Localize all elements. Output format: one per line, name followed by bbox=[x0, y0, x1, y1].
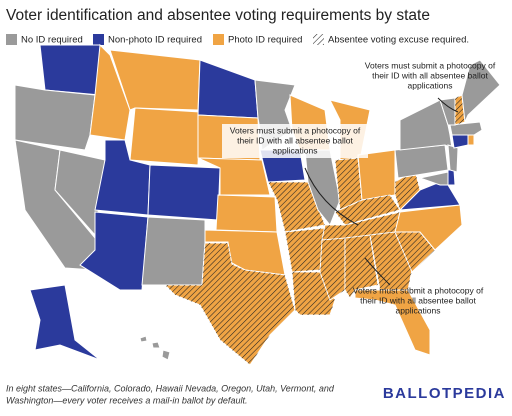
annotation-text: applications bbox=[396, 305, 441, 315]
annotation-arrows bbox=[304, 97, 459, 286]
footnote: In eight states—California, Colorado, Ha… bbox=[6, 383, 335, 405]
state bbox=[14, 84, 96, 151]
absentee-hatch bbox=[395, 170, 420, 210]
absentee-hatch bbox=[285, 228, 325, 272]
us-map bbox=[14, 43, 501, 366]
annotation-background bbox=[222, 124, 368, 158]
state bbox=[354, 289, 431, 356]
state bbox=[447, 144, 459, 173]
state bbox=[109, 49, 201, 111]
logo: BALLOTPEDIA bbox=[383, 385, 506, 402]
absentee-hatch bbox=[165, 243, 295, 365]
annotation-text: Voters must submit a photocopy of bbox=[353, 285, 484, 295]
absentee-hatch bbox=[395, 232, 435, 272]
absentee-hatch bbox=[268, 182, 325, 232]
legend-label: Absentee voting excuse required. bbox=[328, 35, 469, 46]
footnote-text: In eight states—California, Colorado, Ha… bbox=[6, 383, 335, 393]
annotation-text: applications bbox=[408, 80, 453, 90]
state bbox=[197, 157, 271, 196]
absentee-hatch bbox=[320, 238, 345, 300]
annotation-text: their ID with all absentee ballot bbox=[360, 295, 476, 305]
legend-label: No ID required bbox=[21, 35, 83, 46]
legend-label: Photo ID required bbox=[228, 35, 302, 46]
state bbox=[29, 284, 101, 361]
state bbox=[141, 216, 206, 286]
state bbox=[447, 169, 456, 186]
state bbox=[467, 134, 475, 146]
state bbox=[147, 164, 221, 221]
annotation-text: applications bbox=[273, 145, 318, 155]
state bbox=[139, 335, 148, 343]
legend-swatch bbox=[313, 34, 324, 45]
legend: No ID required Non-photo ID required Photo… bbox=[6, 34, 469, 46]
state bbox=[449, 121, 483, 136]
title: Voter identification and absentee voting… bbox=[6, 7, 430, 24]
footnote-text: Washington—every voter receives a mail-i… bbox=[6, 395, 247, 405]
absentee-hatch bbox=[335, 158, 362, 210]
legend-swatch bbox=[93, 34, 104, 45]
state bbox=[129, 107, 201, 166]
state bbox=[151, 341, 161, 349]
state bbox=[39, 44, 101, 96]
annotation-text: their ID with all absentee ballot bbox=[372, 70, 488, 80]
annotation-text: Voters must submit a photocopy of bbox=[230, 125, 361, 135]
annotation-text: their ID with all absentee ballot bbox=[237, 135, 353, 145]
state bbox=[161, 349, 171, 361]
legend-swatch bbox=[6, 34, 17, 45]
annotation-text: Voters must submit a photocopy of bbox=[365, 60, 496, 70]
legend-label: Non-photo ID required bbox=[108, 35, 202, 46]
state bbox=[461, 59, 501, 124]
state bbox=[215, 194, 278, 233]
legend-swatch bbox=[213, 34, 224, 45]
absentee-hatch bbox=[345, 235, 378, 298]
absentee-hatch bbox=[335, 195, 400, 225]
